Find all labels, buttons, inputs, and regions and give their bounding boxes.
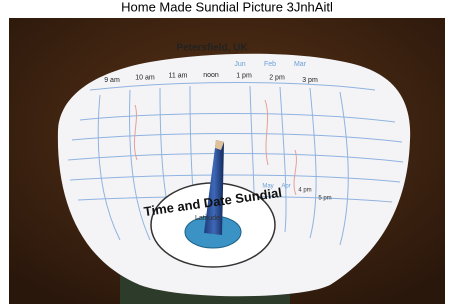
page: Home Made Sundial Picture 3JnhAitl Peter…	[0, 0, 454, 304]
month-label: Mar	[294, 61, 307, 68]
month-labels: Jun Feb Mar	[234, 61, 306, 68]
caption: Home Made Sundial Picture 3JnhAitl	[121, 0, 333, 14]
month-label: Feb	[264, 61, 276, 68]
lower-hour-label: 4 pm	[298, 188, 311, 194]
lower-hour-label: 5 pm	[318, 196, 331, 202]
hour-label: 2 pm	[269, 74, 285, 81]
month-label: Jun	[234, 61, 245, 68]
dial-location: Petersfield, UK	[176, 43, 248, 54]
lower-month-label: Apr	[281, 184, 290, 190]
hour-label: 1 pm	[236, 73, 252, 80]
hour-label: 10 am	[135, 74, 155, 81]
hour-label: noon	[203, 72, 219, 79]
screenshot: Home Made Sundial Picture 3JnhAitl Peter…	[0, 0, 454, 304]
lower-month-label: May	[262, 184, 273, 190]
hour-label: 11 am	[169, 73, 188, 80]
hour-label: 3 pm	[302, 77, 318, 84]
hour-label: 9 am	[104, 77, 120, 84]
dial-latitude: Latitude	[195, 215, 220, 222]
